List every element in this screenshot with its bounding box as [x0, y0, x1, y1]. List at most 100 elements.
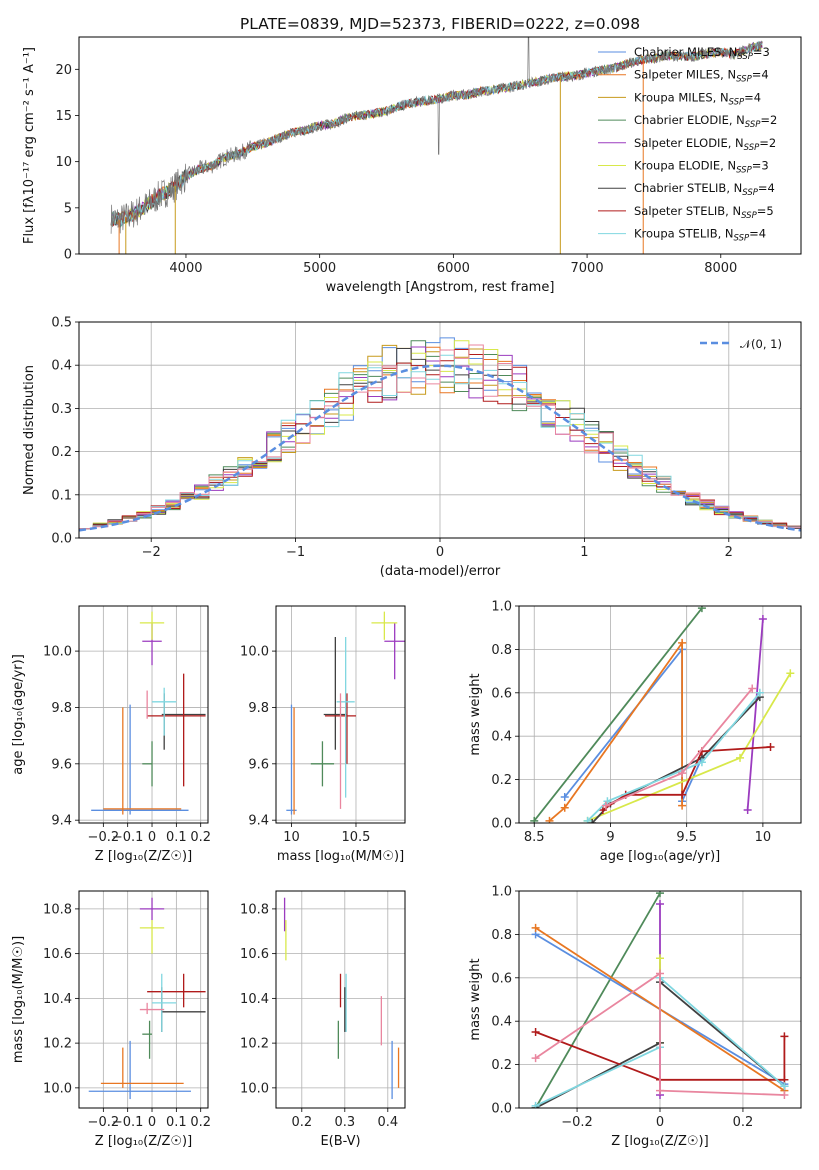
figure-title: PLATE=0839, MJD=52373, FIBERID=0222, z=0…: [240, 15, 640, 33]
x-tick-label: 0: [656, 1115, 664, 1130]
metallicity-mass-weight-panel: −0.2 0 0.2 0.0 0.2 0.4 0.6 0.8 1.0 Z [log₁₀(Z/Z☉)…: [468, 885, 802, 1149]
plot-area: [283, 897, 400, 1100]
y-tick-label: 0.4: [491, 730, 512, 745]
x-tick-label: 0.2: [190, 1115, 211, 1130]
y-tick-label: 1.0: [491, 600, 512, 615]
legend-label: Salpeter ELODIE, NSSP=2: [634, 136, 776, 153]
data-point-marker: [531, 1101, 540, 1108]
data-point-marker: [786, 669, 795, 678]
normal-curve: [79, 364, 801, 532]
y-tick-label: 10.6: [240, 947, 269, 962]
axes-frame: [518, 605, 802, 824]
data-point-marker: [678, 638, 687, 647]
y-tick-label: 10.0: [240, 645, 269, 660]
mass-weight-line: [535, 1031, 786, 1081]
y-tick-label: 0.5: [51, 316, 72, 331]
x-tick-label: 8000: [704, 261, 737, 276]
residual-histogram-panel: 𝒩(0, 1) −2 −1 0 1 2 0.0 0.1 0.2 0.3 0.4 0.5 (data-mo…: [22, 316, 802, 579]
y-tick-label: 20: [55, 63, 72, 78]
legend-label: 𝒩(0, 1): [740, 337, 782, 351]
x-tick-label: 2: [725, 545, 733, 560]
data-point-marker: [736, 753, 745, 762]
x-tick-label: 6000: [437, 261, 470, 276]
y-tick-label: 10.2: [240, 1037, 269, 1052]
y-tick-label: 10: [55, 155, 72, 170]
data-point-marker: [743, 805, 752, 814]
x-tick-label: 0.2: [190, 830, 211, 845]
mass-weight-line: [746, 618, 764, 811]
legend-label: Kroupa STELIB, NSSP=4: [634, 227, 766, 244]
y-tick-label: 10.0: [43, 1081, 72, 1096]
x-tick-label: 5000: [303, 261, 336, 276]
x-tick-label: 10: [283, 830, 300, 845]
x-tick-label: 8.5: [524, 830, 545, 845]
y-tick-label: 0.6: [491, 686, 512, 701]
x-tick-label: −0.2: [88, 1115, 120, 1130]
data-point-marker: [758, 615, 767, 624]
y-axis-label: mass [log₁₀(M/M☉)]: [11, 936, 26, 1063]
x-tick-label: 0.4: [377, 1115, 398, 1130]
mass-weight-line: [586, 692, 761, 822]
x-tick-label: 1: [580, 545, 588, 560]
y-tick-label: 9.6: [51, 757, 72, 772]
y-tick-label: 0: [64, 248, 72, 263]
x-axis-label: Z [log₁₀(Z/Z☉)]: [611, 1134, 708, 1149]
y-axis-label: mass weight: [468, 673, 483, 755]
data-point-marker: [583, 816, 592, 823]
y-tick-label: 0.0: [491, 1102, 512, 1117]
legend-label: Kroupa ELODIE, NSSP=3: [634, 159, 769, 176]
x-tick-label: 0.2: [733, 1115, 754, 1130]
y-tick-label: 0.1: [51, 488, 72, 503]
data-point-marker: [601, 801, 610, 810]
plot-area: [286, 611, 405, 815]
y-tick-label: 0.0: [491, 817, 512, 832]
y-tick-label: 0.3: [51, 402, 72, 417]
metallicity-age-panel: −0.2−0.1 0 0.1 0.2 9.4 9.6 9.8 10.0 Z [log₁₀(Z/Z…: [11, 605, 211, 864]
x-tick-label: −1: [286, 545, 305, 560]
data-point-marker: [603, 797, 612, 806]
axes-frame: [275, 605, 406, 824]
data-point-marker: [560, 803, 569, 812]
data-point-marker: [531, 1028, 540, 1037]
data-point-marker: [748, 684, 757, 693]
legend-label: Kroupa MILES, NSSP=4: [634, 90, 761, 107]
x-tick-label: 0.2: [291, 1115, 312, 1130]
x-axis-label: (data-model)/error: [380, 564, 501, 579]
y-tick-label: 0.0: [51, 532, 72, 547]
plot-area: [88, 897, 206, 1100]
data-point-marker: [697, 606, 706, 613]
data-point-marker: [766, 743, 775, 752]
y-tick-label: 5: [64, 201, 72, 216]
data-point-marker: [678, 769, 687, 778]
y-tick-label: 10.0: [43, 645, 72, 660]
y-tick-label: 0.4: [491, 1015, 512, 1030]
data-point-marker: [531, 1054, 540, 1063]
y-tick-label: 9.8: [248, 701, 269, 716]
y-tick-label: 10.4: [43, 992, 72, 1007]
x-tick-label: 0: [148, 830, 156, 845]
plot-area: [531, 891, 789, 1108]
observed-spectrum-line: [110, 37, 763, 234]
x-tick-label: 10: [755, 830, 772, 845]
x-tick-label: 0: [148, 1115, 156, 1130]
y-tick-label: 10.4: [240, 992, 269, 1007]
data-point-marker: [780, 1082, 789, 1091]
data-point-marker: [598, 805, 607, 814]
axes-frame: [275, 890, 406, 1109]
mass-weight-line: [605, 687, 753, 807]
mass-weight-line: [548, 640, 683, 822]
y-axis-label: Flux [fλ10⁻¹⁷ erg cm⁻² s⁻¹ A⁻¹]: [22, 47, 37, 244]
data-point-marker: [678, 801, 687, 810]
data-point-marker: [656, 900, 664, 909]
data-point-marker: [656, 1086, 664, 1095]
y-axis-label: age [log₁₀(age/yr)]: [11, 654, 26, 775]
mass-weight-line: [535, 971, 785, 1096]
y-tick-label: 0.6: [491, 971, 512, 986]
x-tick-label: 0.1: [166, 1115, 187, 1130]
plot-area: [530, 606, 795, 823]
x-tick-label: 0.3: [334, 1115, 355, 1130]
plot-area: [91, 611, 206, 815]
y-tick-label: 9.8: [51, 701, 72, 716]
y-tick-label: 15: [55, 109, 72, 124]
